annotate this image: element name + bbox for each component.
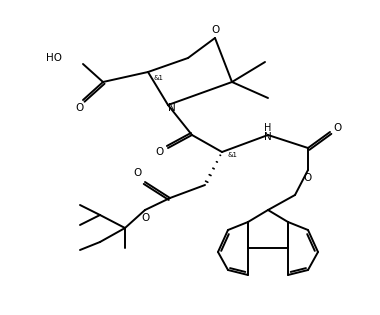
Text: &1: &1 (153, 75, 163, 81)
Text: &1: &1 (228, 152, 238, 158)
Text: H: H (264, 123, 272, 133)
Text: O: O (211, 25, 219, 35)
Text: O: O (156, 147, 164, 157)
Text: HO: HO (46, 53, 62, 63)
Text: O: O (333, 123, 341, 133)
Text: N: N (168, 103, 176, 113)
Text: O: O (141, 213, 149, 223)
Text: O: O (76, 103, 84, 113)
Text: N: N (264, 132, 272, 142)
Text: O: O (134, 168, 142, 178)
Text: O: O (304, 173, 312, 183)
